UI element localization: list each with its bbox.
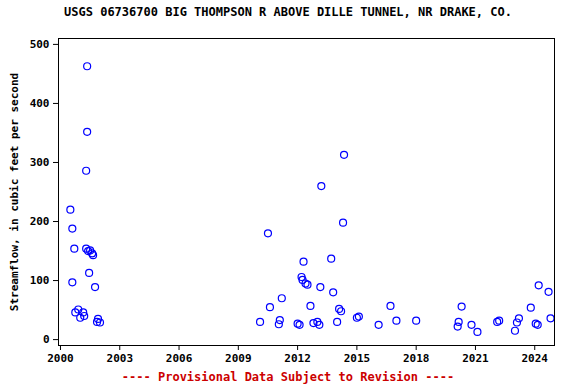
html-text:USGS 06736700 BIG THOMPSON R A: USGS 06736700 BIG THOMPSON R ABOVE DILLE…	[64, 5, 512, 19]
svg-text:2012: 2012	[284, 352, 311, 365]
svg-text:500: 500	[30, 38, 50, 51]
svg-text:2009: 2009	[225, 352, 252, 365]
svg-text:2024: 2024	[521, 352, 548, 365]
svg-text:100: 100	[30, 274, 50, 287]
svg-text:200: 200	[30, 215, 50, 228]
svg-text:Streamflow, in cubic feet per: Streamflow, in cubic feet per second	[8, 73, 21, 311]
svg-text:2003: 2003	[107, 352, 134, 365]
svg-text:300: 300	[30, 156, 50, 169]
svg-text:2015: 2015	[344, 352, 371, 365]
svg-text:2006: 2006	[166, 352, 193, 365]
html-text:---- Provisional Data Subject: ---- Provisional Data Subject to Revisio…	[121, 370, 455, 384]
svg-text:2018: 2018	[403, 352, 430, 365]
svg-text:2000: 2000	[47, 352, 74, 365]
svg-text:0: 0	[43, 333, 50, 346]
svg-text:2021: 2021	[462, 352, 489, 365]
svg-text:400: 400	[30, 97, 50, 110]
